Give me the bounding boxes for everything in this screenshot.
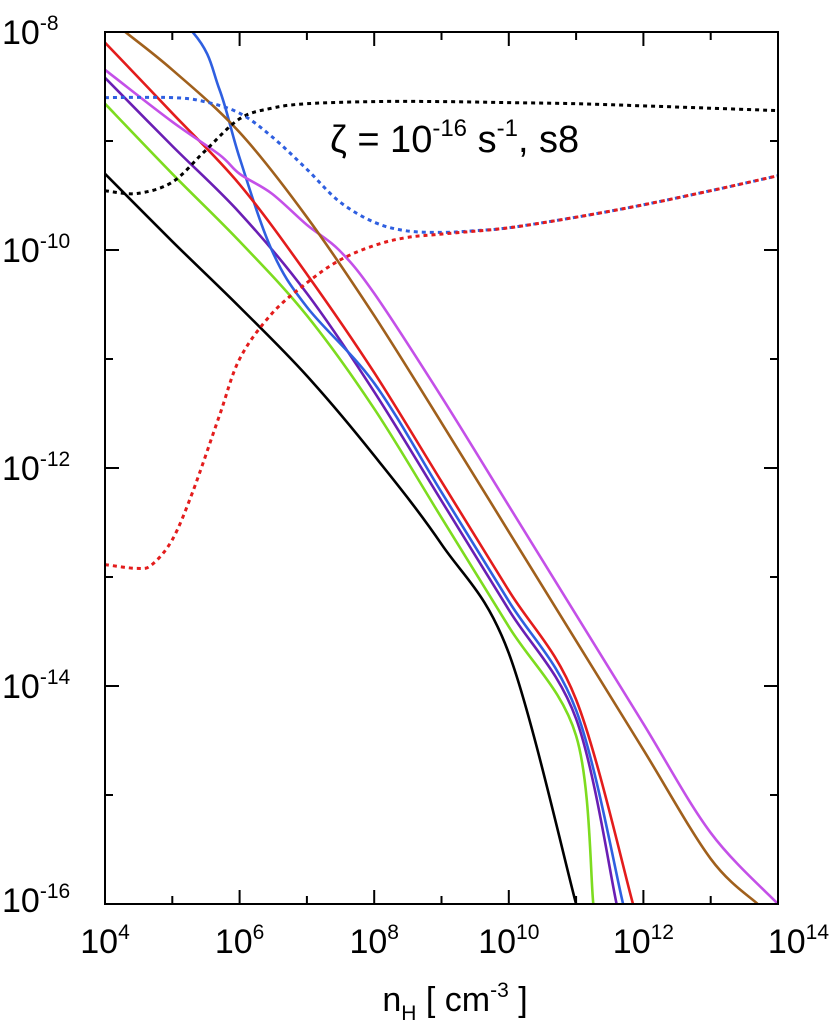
series-line-4 — [190, 32, 625, 904]
series-line-7 — [124, 32, 759, 904]
y-tick-label: 10-12 — [2, 448, 70, 488]
series-line-6 — [105, 68, 778, 904]
series-line-1 — [105, 172, 578, 904]
x-axis-label: nH [ cm-3 ] — [382, 979, 527, 1025]
x-tick-label: 1010 — [478, 921, 539, 961]
y-tick-label: 10-16 — [2, 880, 70, 920]
ticks-layer — [104, 31, 779, 905]
y-tick-label: 10-8 — [2, 12, 59, 52]
series-line-5 — [105, 41, 635, 904]
x-tick-label: 108 — [349, 921, 399, 961]
series-line-10 — [105, 174, 778, 570]
series-layer — [105, 32, 778, 904]
series-line-8 — [105, 99, 778, 196]
y-tick-label: 10-14 — [2, 666, 71, 706]
series-line-2 — [105, 102, 595, 904]
tick-labels-layer: 104 106 108 1010 1012 1014 10-8 10-10 10-12 10-14… — [2, 12, 829, 961]
x-tick-label: 1012 — [613, 921, 674, 961]
series-line-3 — [105, 76, 618, 904]
x-tick-label: 104 — [80, 921, 130, 961]
plot-frame — [104, 31, 779, 905]
x-tick-label: 1014 — [768, 921, 830, 961]
chart-annotation: ζ = 10-16 s-1, s8 — [330, 115, 579, 161]
y-tick-label: 10-10 — [2, 230, 70, 270]
x-tick-label: 106 — [215, 921, 265, 961]
